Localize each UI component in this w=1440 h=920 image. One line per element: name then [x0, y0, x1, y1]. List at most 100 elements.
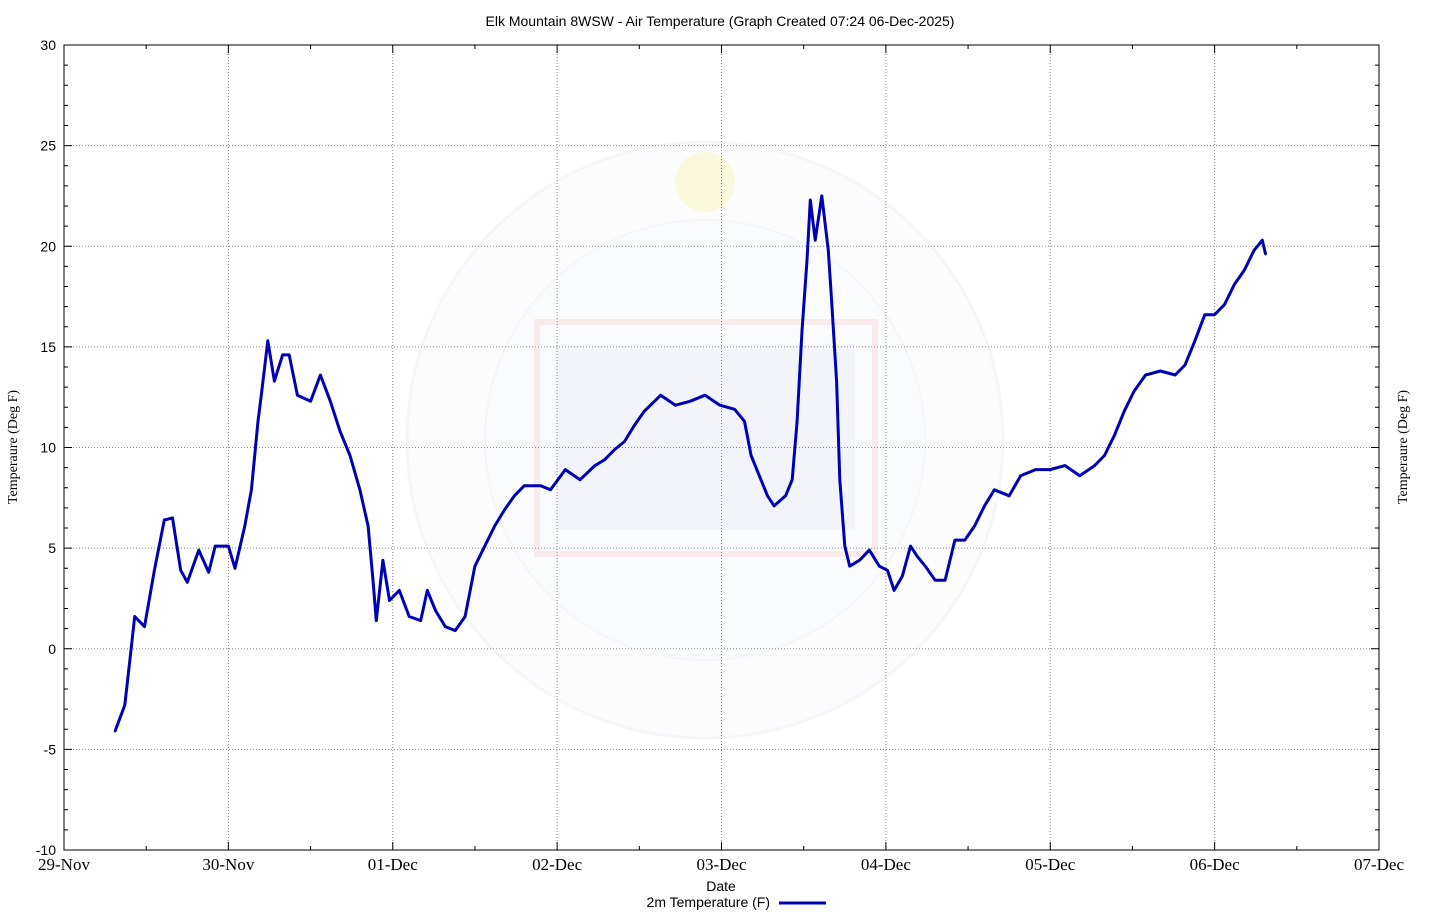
data-point	[419, 619, 422, 622]
y-tick-label: 5	[48, 540, 56, 556]
data-point	[549, 488, 552, 491]
data-point	[250, 488, 253, 491]
data-point	[718, 404, 722, 407]
data-point	[878, 565, 881, 568]
y-tick-label: 30	[40, 37, 56, 53]
data-point	[868, 548, 871, 552]
data-point	[281, 353, 284, 357]
legend: 2m Temperature (F)	[647, 894, 826, 910]
data-point	[892, 589, 896, 592]
data-point	[260, 393, 263, 397]
data-point	[366, 524, 370, 528]
x-tick-label: 03-Dec	[696, 855, 746, 874]
series-layer	[113, 194, 1268, 733]
data-point	[1078, 474, 1082, 477]
data-point	[309, 400, 312, 403]
data-point	[513, 494, 516, 497]
data-point	[1144, 373, 1147, 377]
y-tick-label: 20	[40, 238, 56, 254]
data-point	[1132, 389, 1136, 393]
x-tick-label: 07-Dec	[1354, 855, 1404, 874]
data-point	[827, 249, 830, 252]
data-point	[858, 559, 861, 562]
data-point	[909, 544, 912, 548]
data-point	[943, 579, 947, 582]
data-point	[444, 625, 447, 628]
data-point	[1063, 464, 1067, 467]
data-point	[813, 239, 817, 242]
data-point	[233, 567, 237, 570]
x-axis-label: Date	[706, 878, 736, 894]
data-point	[924, 565, 927, 568]
data-point	[1123, 410, 1126, 413]
data-point	[886, 569, 889, 572]
data-point	[633, 424, 636, 427]
data-point	[901, 575, 904, 578]
data-point	[186, 581, 189, 584]
data-point	[758, 474, 761, 477]
data-point	[398, 589, 401, 592]
data-point	[843, 544, 846, 548]
data-point	[1034, 468, 1037, 471]
data-point	[1213, 313, 1216, 316]
data-point	[128, 659, 131, 663]
data-point	[659, 393, 662, 397]
y-axis-label: Temperaure (Deg F)	[6, 390, 21, 504]
data-point	[1113, 434, 1116, 437]
legend-label: 2m Temperature (F)	[647, 894, 770, 910]
data-point	[830, 299, 833, 302]
data-point	[256, 420, 260, 423]
data-point	[805, 259, 809, 262]
data-point	[1261, 239, 1264, 242]
data-point	[287, 353, 291, 357]
data-point	[953, 538, 957, 542]
data-point	[973, 524, 976, 528]
data-point	[358, 488, 362, 491]
data-point	[371, 579, 375, 582]
data-point	[163, 518, 166, 522]
data-point	[835, 379, 838, 383]
data-point	[473, 565, 477, 568]
data-point	[772, 504, 776, 508]
data-point	[434, 609, 437, 612]
data-point	[1049, 468, 1052, 471]
data-point	[426, 589, 429, 592]
data-point	[503, 508, 506, 512]
data-point	[273, 379, 276, 383]
y-tick-label: -10	[36, 842, 56, 858]
data-point	[933, 579, 937, 582]
data-point	[133, 615, 136, 618]
data-point	[643, 410, 646, 413]
data-point	[603, 458, 606, 461]
y-tick-label: 15	[40, 339, 56, 355]
x-tick-label: 29-Nov	[38, 855, 90, 874]
chart-title: Elk Mountain 8WSW - Air Temperature (Gra…	[486, 13, 955, 29]
data-point	[733, 408, 736, 411]
data-point	[113, 730, 117, 733]
data-point	[319, 373, 322, 377]
x-tick-label: 04-Dec	[861, 855, 911, 874]
data-point	[578, 478, 582, 481]
data-point	[766, 494, 769, 497]
data-point	[1203, 313, 1206, 316]
data-point	[381, 559, 385, 562]
data-point	[493, 524, 496, 528]
data-point	[784, 494, 787, 497]
x-tick-label: 30-Nov	[202, 855, 254, 874]
data-point	[743, 420, 746, 423]
data-point	[838, 478, 842, 481]
data-point	[214, 544, 217, 548]
data-point	[454, 629, 457, 632]
data-point	[197, 548, 200, 552]
data-point	[153, 569, 156, 572]
data-point	[171, 516, 174, 520]
data-point	[329, 400, 332, 403]
temperature-line	[113, 194, 1268, 732]
y-tick-label: -5	[44, 741, 57, 757]
data-point	[703, 393, 707, 397]
data-point	[463, 615, 467, 618]
data-point	[539, 484, 542, 487]
data-point	[795, 420, 799, 423]
plot-frame	[63, 44, 1380, 851]
